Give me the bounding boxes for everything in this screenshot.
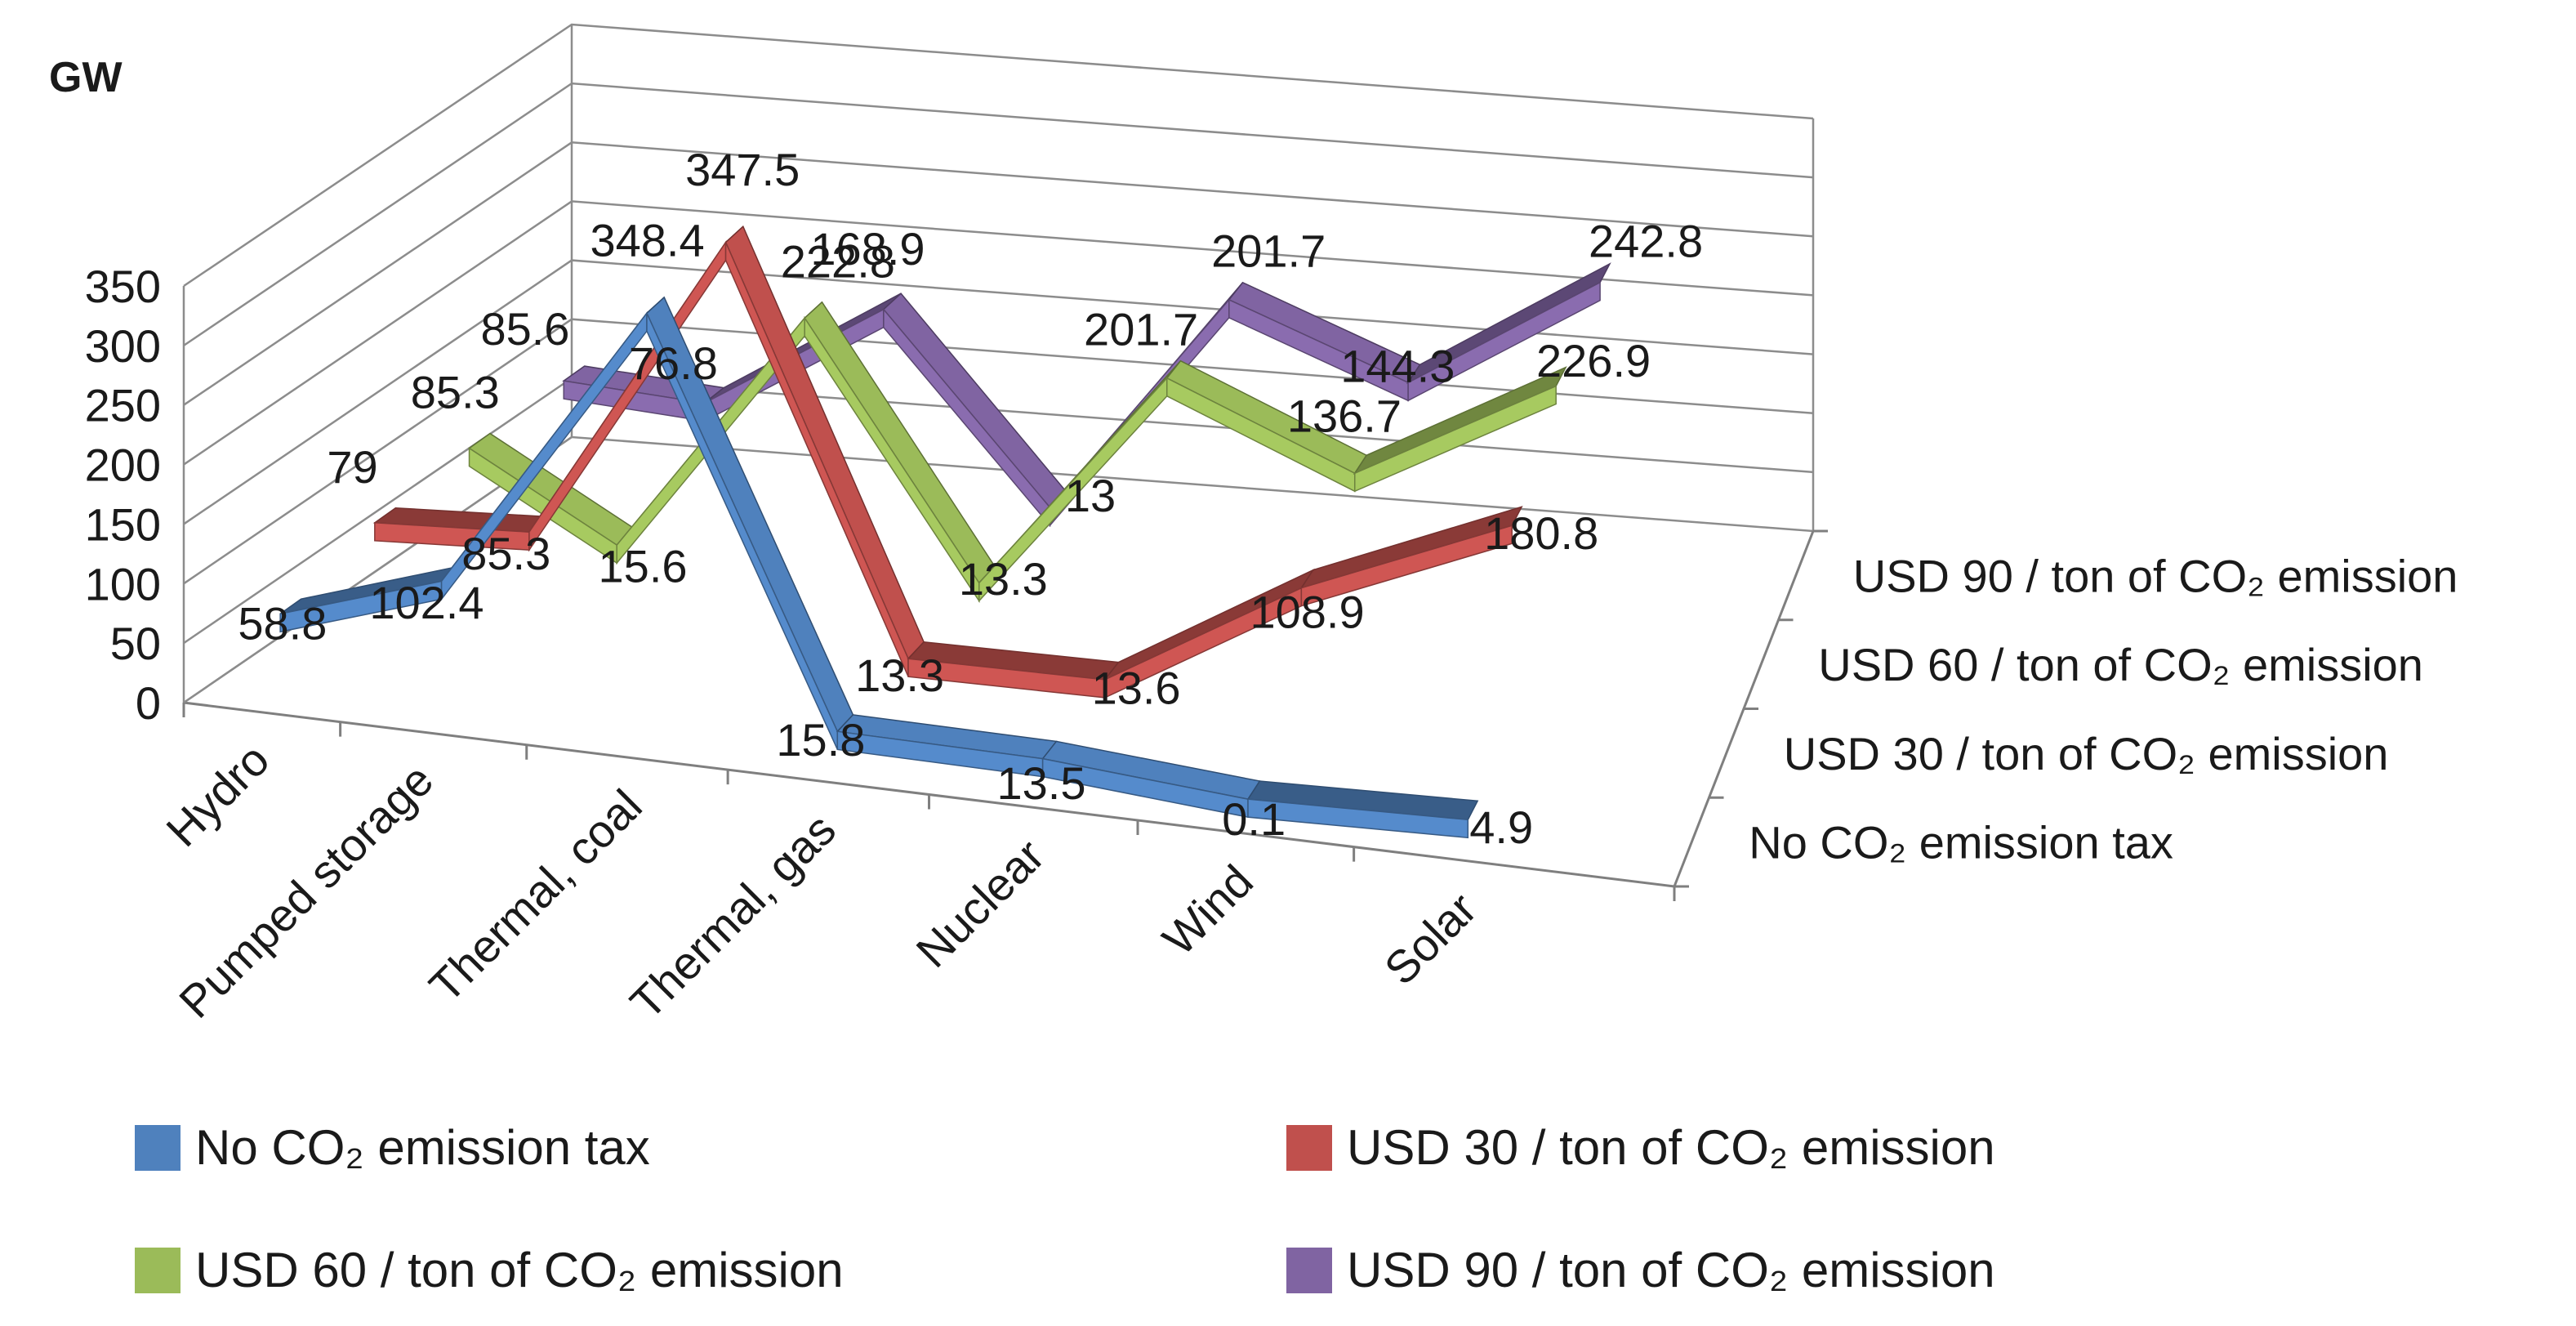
data-label-s1-c0: 79 [327, 441, 377, 493]
x-tick-label: Thermal, coal [419, 779, 651, 1011]
x-tick-label: Solar [1375, 882, 1486, 994]
legend: No CO₂ emission tax USD 30 / ton of CO₂ … [0, 1095, 2576, 1326]
legend-swatch-red [1286, 1124, 1332, 1171]
y-tick-label: 150 [85, 498, 161, 550]
data-label-s0-c4: 13.5 [997, 757, 1086, 809]
data-label-s1-c4: 13.6 [1092, 662, 1181, 713]
data-label-s2-c6: 226.9 [1536, 335, 1651, 386]
data-label-s1-c5: 108.9 [1250, 587, 1364, 638]
x-tick-label: Nuclear [906, 829, 1054, 977]
data-label-s0-c5: 0.1 [1222, 793, 1286, 845]
data-label-s1-c1: 85.3 [461, 528, 550, 579]
gridline-6 [183, 82, 1814, 346]
data-label-s3-c5: 144.3 [1340, 340, 1455, 391]
depth-tick-label: USD 60 / ton of CO₂ emission [1818, 639, 2423, 690]
y-tick-label: 300 [85, 320, 161, 372]
y-tick-label: 250 [85, 380, 161, 431]
chart-walls [182, 25, 1815, 703]
legend-item-usd60: USD 60 / ton of CO₂ emission [135, 1242, 844, 1298]
data-label-s3-c2: 168.9 [810, 223, 925, 275]
series-0 [279, 296, 1479, 839]
legend-label: USD 90 / ton of CO₂ emission [1347, 1243, 1995, 1297]
data-label-s3-c3: 13 [1065, 470, 1116, 521]
series-0-segment-edge [1247, 798, 1469, 839]
series-1 [372, 225, 1523, 699]
legend-swatch-purple [1286, 1247, 1332, 1293]
y-tick-label: 100 [85, 558, 161, 609]
data-label-s2-c0: 85.3 [411, 367, 500, 418]
data-label-s2-c4: 201.7 [1084, 303, 1198, 355]
series-ribbons [279, 225, 1611, 839]
data-label-s2-c2: 222.8 [781, 236, 895, 288]
legend-item-usd90: USD 90 / ton of CO₂ emission [1286, 1242, 1995, 1298]
data-label-s0-c2: 348.4 [590, 215, 704, 266]
data-label-s0-c0: 58.8 [238, 597, 327, 649]
y-tick-label: 50 [110, 618, 161, 669]
depth-tick-label: USD 30 / ton of CO₂ emission [1784, 728, 2389, 779]
data-label-s1-c3: 13.3 [855, 650, 944, 701]
legend-item-usd30: USD 30 / ton of CO₂ emission [1286, 1119, 1995, 1176]
data-label-s2-c3: 13.3 [959, 553, 1048, 605]
depth-tick-label: No CO₂ emission tax [1749, 817, 2173, 868]
y-tick-label: 0 [136, 677, 161, 729]
data-label-s1-c2: 347.5 [685, 144, 800, 195]
gridline-4 [183, 200, 1814, 466]
data-label-s3-c0: 85.6 [480, 303, 569, 355]
data-label-s2-c1: 15.6 [599, 541, 688, 592]
series-2-segment-edge [1353, 385, 1557, 493]
data-label-s0-c1: 102.4 [369, 577, 484, 628]
y-tick-label: 200 [85, 440, 161, 491]
data-label-s2-c5: 136.7 [1287, 390, 1402, 441]
y-axis-title: GW [49, 54, 123, 101]
data-label-s0-c3: 15.8 [776, 714, 865, 766]
x-tick-label: Wind [1152, 855, 1263, 965]
y-tick-label: 350 [85, 261, 161, 312]
data-label-s0-c6: 4.9 [1469, 801, 1533, 853]
depth-tick-label: USD 90 / ton of CO₂ emission [1853, 550, 2458, 601]
series-3-segment-edge [1407, 281, 1601, 402]
data-label-s3-c1: 76.8 [629, 337, 718, 389]
legend-swatch-green [135, 1247, 180, 1293]
x-tick-label: Thermal, gas [620, 803, 845, 1029]
data-label-s1-c6: 180.8 [1484, 507, 1598, 559]
legend-label: USD 60 / ton of CO₂ emission [195, 1243, 844, 1297]
data-label-s3-c6: 242.8 [1589, 215, 1703, 266]
legend-swatch-blue [135, 1124, 180, 1171]
legend-item-no-tax: No CO₂ emission tax [135, 1119, 650, 1176]
gridline-3 [183, 259, 1814, 525]
x-tick-label: Hydro [156, 734, 279, 856]
legend-label: USD 30 / ton of CO₂ emission [1347, 1120, 1995, 1175]
series-1-segment-edge [1300, 525, 1513, 607]
gridline-5 [183, 141, 1814, 406]
data-label-s3-c4: 201.7 [1211, 225, 1326, 276]
legend-label: No CO₂ emission tax [195, 1120, 650, 1175]
gridline-7 [183, 23, 1814, 288]
